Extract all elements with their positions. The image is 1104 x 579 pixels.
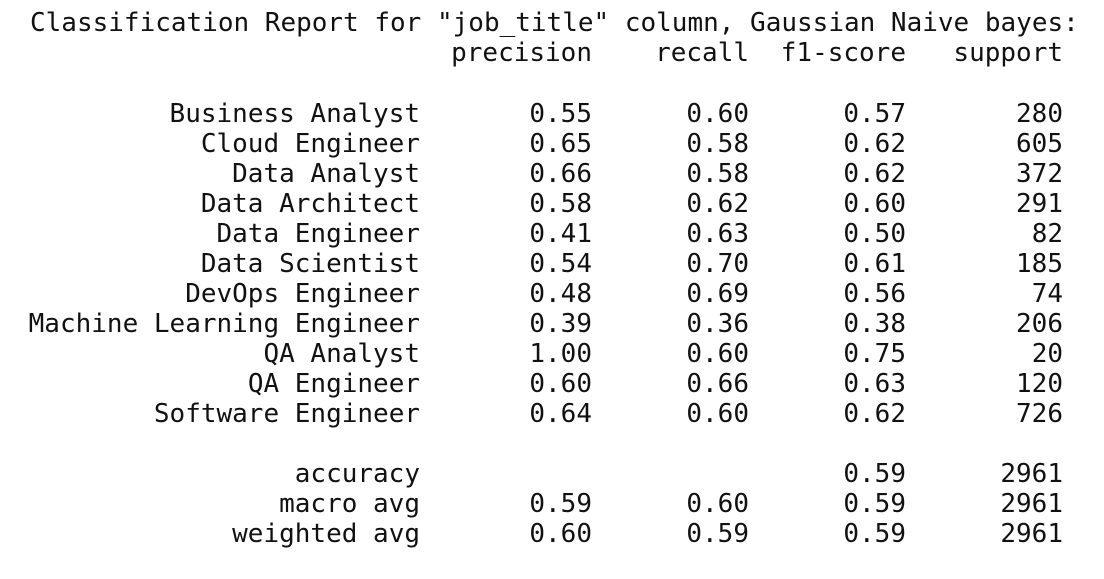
row-label: Data Engineer: [216, 219, 421, 249]
table-row: Cloud Engineer 0.65 0.58 0.62 605: [0, 129, 1104, 159]
row-support: 82: [1031, 219, 1063, 249]
row-f1-score: 0.63: [843, 369, 906, 399]
row-precision: 0.54: [529, 249, 592, 279]
table-row: QA Analyst 1.00 0.60 0.75 20: [0, 339, 1104, 369]
row-support: 372: [1016, 159, 1063, 189]
row-label: QA Engineer: [247, 369, 420, 399]
table-row: DevOps Engineer 0.48 0.69 0.56 74: [0, 279, 1104, 309]
row-precision: 0.66: [529, 159, 592, 189]
header-f1-score: f1-score: [780, 38, 906, 68]
weighted-avg-f1-score: 0.59: [843, 519, 906, 549]
row-support: 605: [1016, 129, 1063, 159]
row-label: QA Analyst: [263, 339, 420, 369]
row-precision: 1.00: [529, 339, 592, 369]
weighted-avg-row: weighted avg 0.60 0.59 0.59 2961: [0, 519, 1104, 549]
row-precision: 0.48: [529, 279, 592, 309]
row-f1-score: 0.60: [843, 189, 906, 219]
row-f1-score: 0.62: [843, 159, 906, 189]
table-row: Machine Learning Engineer 0.39 0.36 0.38…: [0, 309, 1104, 339]
row-f1-score: 0.62: [843, 129, 906, 159]
accuracy-support: 2961: [1000, 459, 1063, 489]
row-recall: 0.66: [686, 369, 749, 399]
row-recall: 0.60: [686, 339, 749, 369]
row-precision: 0.65: [529, 129, 592, 159]
header-support: support: [953, 38, 1063, 68]
table-row: Data Architect 0.58 0.62 0.60 291: [0, 189, 1104, 219]
macro-avg-recall: 0.60: [686, 489, 749, 519]
accuracy-f1-score: 0.59: [843, 459, 906, 489]
table-row: Business Analyst 0.55 0.60 0.57 280: [0, 99, 1104, 129]
row-support: 120: [1016, 369, 1063, 399]
macro-avg-row: macro avg 0.59 0.60 0.59 2961: [0, 489, 1104, 519]
row-precision: 0.64: [529, 399, 592, 429]
row-label: Data Architect: [200, 189, 420, 219]
macro-avg-precision: 0.59: [529, 489, 592, 519]
weighted-avg-recall: 0.59: [686, 519, 749, 549]
table-row: Data Scientist 0.54 0.70 0.61 185: [0, 249, 1104, 279]
row-f1-score: 0.62: [843, 399, 906, 429]
row-recall: 0.69: [686, 279, 749, 309]
row-label: Data Scientist: [200, 249, 420, 279]
row-f1-score: 0.57: [843, 99, 906, 129]
row-label: Data Analyst: [232, 159, 420, 189]
row-recall: 0.58: [686, 129, 749, 159]
row-recall: 0.36: [686, 309, 749, 339]
header-row: precision recall f1-score support: [0, 38, 1104, 68]
header-precision: precision: [451, 38, 592, 68]
row-label: DevOps Engineer: [185, 279, 420, 309]
row-precision: 0.39: [529, 309, 592, 339]
row-label: Business Analyst: [169, 99, 420, 129]
row-f1-score: 0.38: [843, 309, 906, 339]
row-precision: 0.55: [529, 99, 592, 129]
row-precision: 0.60: [529, 369, 592, 399]
row-support: 726: [1016, 399, 1063, 429]
row-f1-score: 0.61: [843, 249, 906, 279]
row-label: Software Engineer: [153, 399, 420, 429]
row-recall: 0.62: [686, 189, 749, 219]
row-f1-score: 0.56: [843, 279, 906, 309]
row-recall: 0.70: [686, 249, 749, 279]
table-row: Data Engineer 0.41 0.63 0.50 82: [0, 219, 1104, 249]
row-label: Cloud Engineer: [200, 129, 420, 159]
weighted-avg-label: weighted avg: [232, 519, 420, 549]
row-recall: 0.60: [686, 399, 749, 429]
weighted-avg-support: 2961: [1000, 519, 1063, 549]
macro-avg-label: macro avg: [279, 489, 420, 519]
row-precision: 0.58: [529, 189, 592, 219]
row-support: 20: [1031, 339, 1063, 369]
macro-avg-support: 2961: [1000, 489, 1063, 519]
row-support: 206: [1016, 309, 1063, 339]
row-f1-score: 0.75: [843, 339, 906, 369]
table-row: Data Analyst 0.66 0.58 0.62 372: [0, 159, 1104, 189]
row-recall: 0.58: [686, 159, 749, 189]
macro-avg-f1-score: 0.59: [843, 489, 906, 519]
weighted-avg-precision: 0.60: [529, 519, 592, 549]
row-recall: 0.63: [686, 219, 749, 249]
row-precision: 0.41: [529, 219, 592, 249]
row-support: 280: [1016, 99, 1063, 129]
row-recall: 0.60: [686, 99, 749, 129]
row-support: 185: [1016, 249, 1063, 279]
table-row: Software Engineer 0.64 0.60 0.62 726: [0, 399, 1104, 429]
table-row: QA Engineer 0.60 0.66 0.63 120: [0, 369, 1104, 399]
header-recall: recall: [655, 38, 749, 68]
report-title: Classification Report for "job_title" co…: [30, 8, 1079, 38]
row-support: 74: [1031, 279, 1063, 309]
accuracy-label: accuracy: [294, 459, 420, 489]
row-f1-score: 0.50: [843, 219, 906, 249]
row-support: 291: [1016, 189, 1063, 219]
accuracy-row: accuracy 0.59 2961: [0, 459, 1104, 489]
row-label: Machine Learning Engineer: [28, 309, 420, 339]
